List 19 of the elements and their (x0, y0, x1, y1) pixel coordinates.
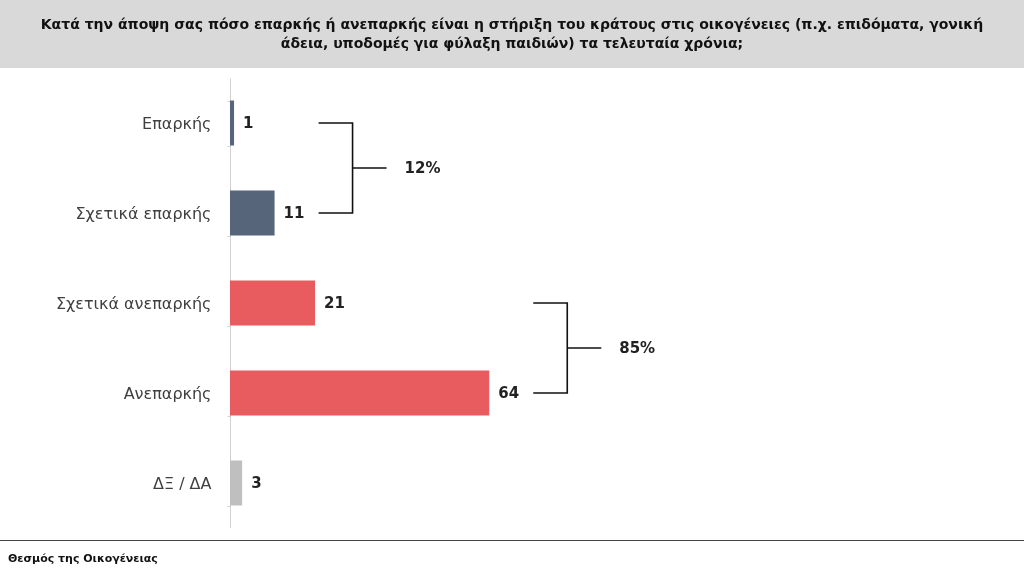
bar (230, 190, 275, 236)
data-label: 1 (243, 114, 254, 132)
chart-title: Κατά την άποψη σας πόσο επαρκής ή ανεπαρκής είναι η στήριξη του κράτους στις οικογένειες (π.χ. επιδόματα, γονική άδεια, υποδομές για φύλαξη παιδιών) τα τελευταία χρόνια; (0, 0, 1024, 68)
y-tick-label: Ανεπαρκής (123, 383, 212, 403)
data-label: 64 (498, 384, 520, 402)
data-label: 3 (251, 474, 262, 492)
data-label: 11 (283, 204, 305, 222)
data-label: 21 (324, 294, 345, 312)
annotation: 12% (404, 159, 441, 177)
y-tick-label: Σχετικά ανεπαρκής (55, 293, 212, 313)
y-tick-label: ΔΞ / ΔΑ (152, 473, 212, 493)
bar (230, 100, 235, 146)
bar (230, 460, 243, 506)
text: Θεσμός της Οικογένειας (8, 552, 158, 565)
bar (230, 280, 316, 326)
y-tick-label: Σχετικά επαρκής (75, 203, 212, 223)
text: 85% (619, 339, 656, 357)
y-tick-label: Επαρκής (142, 113, 212, 133)
bar (230, 370, 490, 416)
